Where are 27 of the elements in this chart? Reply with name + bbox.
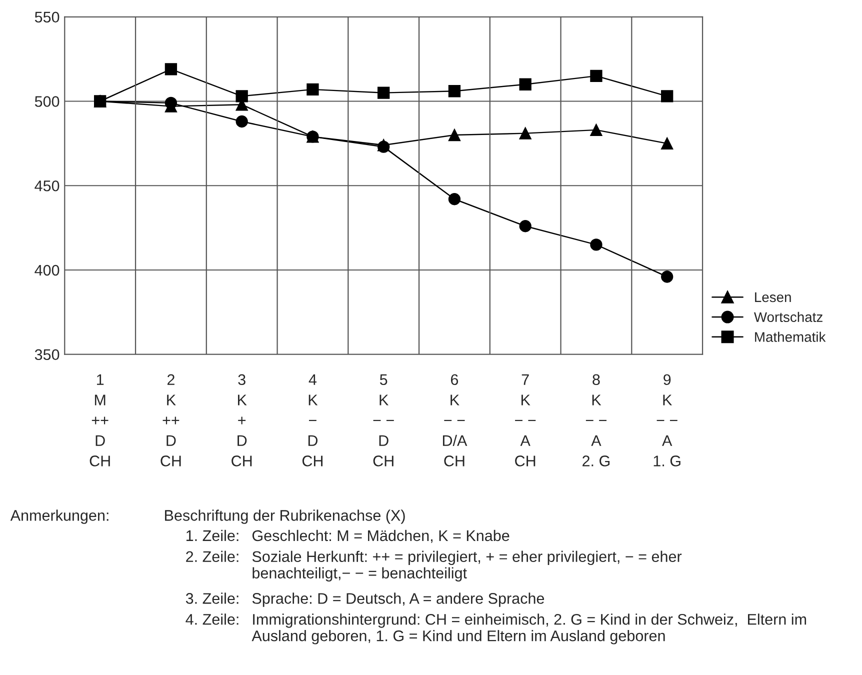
- y-tick-label: 400: [34, 264, 60, 276]
- x-tick-label: 3 K + D CH: [232, 374, 252, 466]
- text: Soziale Herkunft: ++ = privilegiert, + = eher privilegiert, − = eher benachteiligt,− − = benachteiligt: [252, 550, 682, 582]
- text: Anmerkungen:: [10, 510, 108, 524]
- x-tick-label: 6 K − − D/A CH: [442, 374, 468, 466]
- x-tick-label: 9 K − − A 1. G: [654, 374, 680, 466]
- y-tick-label: 500: [34, 96, 60, 107]
- x-tick-label: 8 K − − A 2. G: [582, 374, 610, 466]
- y-tick-label: 550: [34, 12, 60, 23]
- y-tick-label: 350: [34, 349, 60, 360]
- text: 2. Zeile:: [186, 550, 238, 562]
- x-tick-label: 2 K ++ D CH: [160, 374, 181, 466]
- x-tick-label: 1 M ++ D CH: [90, 374, 110, 466]
- x-tick-label: 7 K − − A CH: [515, 374, 536, 466]
- text: 3. Zeile:: [186, 592, 238, 604]
- x-tick-label: 5 K − − D CH: [373, 374, 394, 466]
- text: Sprache: D = Deutsch, A = andere Sprache: [252, 592, 544, 607]
- text: Immigrationshintergrund: CH = einheimisch, 2. G = Kind in der Schweiz, Eltern im Ausland geboren, 1. G = Kind und Eltern im Ausland geboren: [252, 614, 806, 644]
- text: Geschlecht: M = Mädchen, K = Knabe: [252, 530, 510, 543]
- y-tick-label: 450: [34, 180, 60, 192]
- legend-label: Mathematik: [755, 332, 826, 342]
- legend-label: Lesen: [755, 292, 791, 302]
- legend-label: Wortschatz: [754, 312, 822, 322]
- x-tick-label: 4 K − D CH: [302, 374, 322, 466]
- text: Beschriftung der Rubrikenachse (X): [165, 510, 405, 524]
- text: 1. Zeile:: [186, 530, 238, 542]
- text: 4. Zeile:: [186, 614, 238, 625]
